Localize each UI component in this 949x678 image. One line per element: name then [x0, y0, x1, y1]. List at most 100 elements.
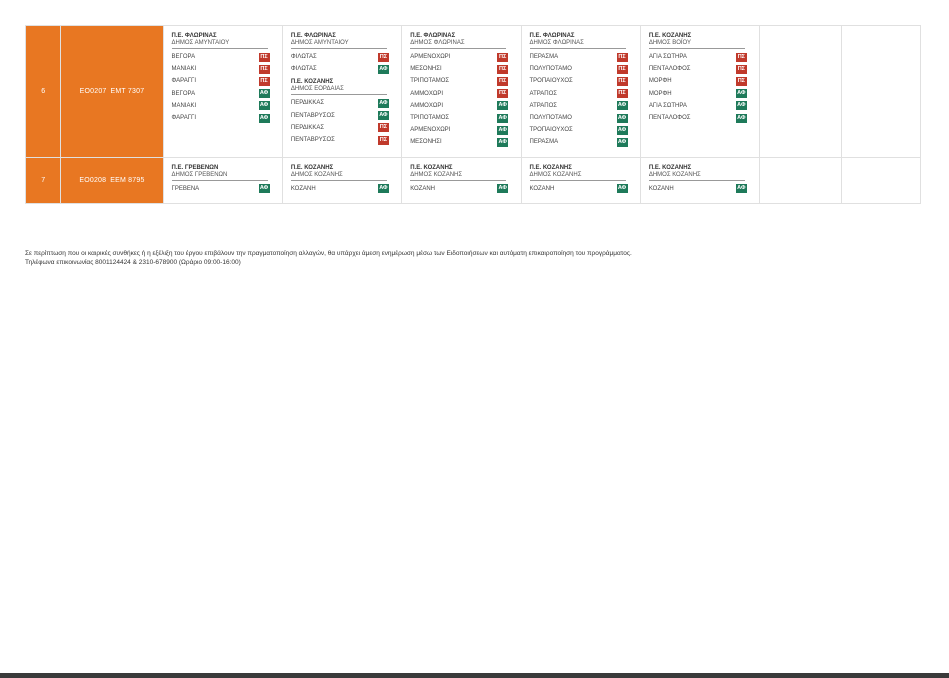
stop-item: ΑΤΡΑΠΟΣ ΠΣ [530, 88, 628, 100]
empty-cell [759, 156, 843, 204]
dropoff-badge: ΑΦ [497, 101, 509, 111]
stop-group: Π.Ε. ΦΛΩΡΙΝΑΣ ΔΗΜΟΣ ΦΛΩΡΙΝΑΣ ΑΡΜΕΝΟΧΩΡΙ ΠΣ Μ… [410, 33, 517, 149]
stop-name: ΠΕΡΔΙΚΚΑΣ [290, 100, 325, 107]
stop-item: ΒΕΓΟΡΑ ΑΦ [172, 88, 270, 100]
stop-item: ΦΙΛΩΤΑΣ ΠΣ [291, 51, 389, 63]
stop-item: ΜΕΣΟΝΗΣΙ ΠΣ [410, 63, 509, 75]
pickup-badge: ΠΣ [497, 64, 509, 74]
stop-item: ΠΟΛΥΠΟΤΑΜΟ ΑΦ [530, 112, 628, 124]
stops-cell: Π.Ε. ΦΛΩΡΙΝΑΣ ΔΗΜΟΣ ΑΜΥΝΤΑΙΟΥ ΦΙΛΩΤΑΣ ΠΣ ΦΙΛ… [281, 25, 403, 158]
pickup-badge: ΠΣ [258, 76, 270, 86]
stop-item: ΒΕΓΟΡΑ ΠΣ [172, 51, 270, 63]
stop-item: ΚΟΖΑΝΗ ΑΦ [410, 183, 509, 195]
dropoff-badge: ΑΦ [735, 89, 747, 99]
municipality-label: ΔΗΜΟΣ ΑΜΥΝΤΑΙΟΥ [171, 40, 268, 49]
municipality-label: ΔΗΜΟΣ ΚΟΖΑΝΗΣ [529, 172, 626, 181]
notice-line-2: Τηλέφωνα επικοινωνίας 8001124424 & 2310-… [25, 259, 241, 266]
vehicle-code: ΕΟ0208 [79, 176, 107, 184]
pickup-badge: ΠΣ [497, 76, 509, 86]
municipality-label: ΔΗΜΟΣ ΓΡΕΒΕΝΩΝ [171, 172, 268, 181]
dropoff-badge: ΑΦ [258, 113, 270, 123]
row-number: 6 [24, 25, 62, 158]
stop-item: ΠΕΡΑΣΜΑ ΠΣ [530, 51, 628, 63]
stop-group: Π.Ε. ΦΛΩΡΙΝΑΣ ΔΗΜΟΣ ΑΜΥΝΤΑΙΟΥ ΦΙΛΩΤΑΣ ΠΣ ΦΙΛ… [290, 33, 398, 75]
stops-cell: Π.Ε. ΦΛΩΡΙΝΑΣ ΔΗΜΟΣ ΑΜΥΝΤΑΙΟΥ ΒΕΓΟΡΑ ΠΣ ΜΑΝΙ… [162, 25, 283, 158]
dropoff-badge: ΑΦ [616, 137, 628, 147]
vehicle-plate: ΕΕΜ 8795 [110, 176, 145, 184]
dropoff-badge: ΑΦ [735, 101, 747, 111]
stop-name: ΑΓΙΑ ΣΩΤΗΡΑ [648, 54, 687, 61]
pickup-badge: ΠΣ [258, 64, 270, 74]
dropoff-badge: ΑΦ [735, 184, 747, 194]
region-label: Π.Ε. ΦΛΩΡΙΝΑΣ [529, 33, 575, 39]
dropoff-badge: ΑΦ [616, 113, 628, 123]
empty-cell [841, 25, 921, 158]
stop-name: ΠΟΛΥΠΟΤΑΜΟ [529, 66, 572, 73]
pickup-badge: ΠΣ [735, 76, 747, 86]
stop-name: ΠΕΡΔΙΚΚΑΣ [290, 124, 325, 131]
region-label: Π.Ε. ΚΟΖΑΝΗΣ [290, 79, 334, 86]
stop-item: ΚΟΖΑΝΗ ΑΦ [649, 183, 747, 195]
stop-name: ΑΓΙΑ ΣΩΤΗΡΑ [648, 102, 687, 109]
stop-item: ΠΕΡΔΙΚΚΑΣ ΑΦ [291, 97, 389, 109]
stop-name: ΠΕΡΑΣΜΑ [529, 139, 559, 146]
stop-name: ΜΟΡΦΗ [648, 78, 672, 85]
dropoff-badge: ΑΦ [377, 111, 389, 121]
stop-name: ΤΡΟΠΑΙΟΥΧΟΣ [529, 78, 573, 85]
table-row: 6 ΕΟ0207 ΕΜΤ 7307 Π.Ε. ΦΛΩΡΙΝΑΣ ΔΗΜΟΣ ΑΜΥΝΤΑ… [24, 25, 921, 158]
vehicle-cell: ΕΟ0208 ΕΕΜ 8795 [60, 156, 164, 204]
municipality-label: ΔΗΜΟΣ ΦΛΩΡΙΝΑΣ [410, 40, 507, 49]
stops-cell: Π.Ε. ΚΟΖΑΝΗΣ ΔΗΜΟΣ ΚΟΖΑΝΗΣ ΚΟΖΑΝΗ ΑΦ [401, 156, 522, 204]
stop-group: Π.Ε. ΦΛΩΡΙΝΑΣ ΔΗΜΟΣ ΑΜΥΝΤΑΙΟΥ ΒΕΓΟΡΑ ΠΣ ΜΑΝΙ… [171, 33, 279, 124]
region-label: Π.Ε. ΚΟΖΑΝΗΣ [648, 33, 692, 39]
stop-item: ΦΙΛΩΤΑΣ ΑΦ [291, 63, 389, 75]
stop-group: Π.Ε. ΚΟΖΑΝΗΣ ΔΗΜΟΣ ΚΟΖΑΝΗΣ ΚΟΖΑΝΗ ΑΦ [410, 165, 517, 195]
stops-cell: Π.Ε. ΦΛΩΡΙΝΑΣ ΔΗΜΟΣ ΦΛΩΡΙΝΑΣ ΠΕΡΑΣΜΑ ΠΣ ΠΟΛΥ… [520, 25, 641, 158]
stop-name: ΦΑΡΑΓΓΙ [171, 115, 196, 122]
municipality-label: ΔΗΜΟΣ ΚΟΖΑΝΗΣ [290, 172, 387, 181]
stop-name: ΑΜΜΟΧΩΡΙ [410, 102, 444, 109]
pickup-badge: ΠΣ [258, 52, 270, 62]
stop-group: Π.Ε. ΚΟΖΑΝΗΣ ΔΗΜΟΣ ΒΟΪΟΥ ΑΓΙΑ ΣΩΤΗΡΑ ΠΣ ΠΕΝΤ… [648, 33, 756, 124]
notice: Σε περίπτωση που οι καιρικές συνθήκες ή … [25, 249, 632, 267]
region-label: Π.Ε. ΚΟΖΑΝΗΣ [410, 164, 453, 171]
stop-item: ΠΟΛΥΠΟΤΑΜΟ ΠΣ [530, 63, 628, 75]
stop-item: ΤΡΟΠΑΙΟΥΧΟΣ ΠΣ [530, 75, 628, 87]
stop-group: Π.Ε. ΦΛΩΡΙΝΑΣ ΔΗΜΟΣ ΦΛΩΡΙΝΑΣ ΠΕΡΑΣΜΑ ΠΣ ΠΟΛΥ… [529, 33, 637, 149]
stop-name: ΦΑΡΑΓΓΙ [171, 78, 196, 85]
stop-item: ΠΕΡΑΣΜΑ ΑΦ [530, 136, 628, 148]
stop-name: ΠΕΝΤΑΛΟΦΟΣ [648, 66, 691, 73]
stop-name: ΜΟΡΦΗ [648, 90, 672, 97]
municipality-label: ΔΗΜΟΣ ΚΟΖΑΝΗΣ [648, 172, 745, 181]
stop-item: ΠΕΝΤΑΒΡΥΣΟΣ ΑΦ [291, 110, 389, 122]
municipality-label: ΔΗΜΟΣ ΒΟΪΟΥ [648, 40, 745, 49]
stops-cell: Π.Ε. ΦΛΩΡΙΝΑΣ ΔΗΜΟΣ ΦΛΩΡΙΝΑΣ ΑΡΜΕΝΟΧΩΡΙ ΠΣ Μ… [401, 25, 522, 158]
dropoff-badge: ΑΦ [497, 137, 509, 147]
stops-cell: Π.Ε. ΚΟΖΑΝΗΣ ΔΗΜΟΣ ΒΟΪΟΥ ΑΓΙΑ ΣΩΤΗΡΑ ΠΣ ΠΕΝΤ… [639, 25, 761, 158]
stop-name: ΠΕΝΤΑΒΡΥΣΟΣ [290, 137, 335, 144]
stop-group: Π.Ε. ΚΟΖΑΝΗΣ ΔΗΜΟΣ ΚΟΖΑΝΗΣ ΚΟΖΑΝΗ ΑΦ [529, 165, 637, 195]
vehicle-code: ΕΟ0207 [79, 87, 107, 95]
dropoff-badge: ΑΦ [377, 64, 389, 74]
stop-item: ΑΓΙΑ ΣΩΤΗΡΑ ΑΦ [649, 100, 747, 112]
pickup-badge: ΠΣ [735, 52, 747, 62]
notice-line-1: Σε περίπτωση που οι καιρικές συνθήκες ή … [25, 250, 632, 257]
stop-item: ΑΜΜΟΧΩΡΙ ΠΣ [410, 88, 509, 100]
schedule-table-body: 6 ΕΟ0207 ΕΜΤ 7307 Π.Ε. ΦΛΩΡΙΝΑΣ ΔΗΜΟΣ ΑΜΥΝΤΑ… [24, 25, 921, 204]
pickup-badge: ΠΣ [377, 123, 389, 133]
stop-item: ΚΟΖΑΝΗ ΑΦ [291, 183, 389, 195]
region-label: Π.Ε. ΦΛΩΡΙΝΑΣ [410, 33, 456, 39]
stop-name: ΜΑΝΙΑΚΙ [171, 66, 197, 73]
region-label: Π.Ε. ΚΟΖΑΝΗΣ [648, 164, 692, 171]
stop-name: ΤΡΙΠΟΤΑΜΟΣ [410, 115, 450, 122]
stop-name: ΤΡΟΠΑΙΟΥΧΟΣ [529, 127, 573, 134]
stop-name: ΑΡΜΕΝΟΧΩΡΙ [410, 54, 451, 61]
dropoff-badge: ΑΦ [497, 184, 509, 194]
stop-name: ΠΟΛΥΠΟΤΑΜΟ [529, 115, 572, 122]
stop-item: ΦΑΡΑΓΓΙ ΑΦ [172, 112, 270, 124]
stop-group: Π.Ε. ΚΟΖΑΝΗΣ ΔΗΜΟΣ ΚΟΖΑΝΗΣ ΚΟΖΑΝΗ ΑΦ [648, 164, 756, 195]
stop-name: ΠΕΝΤΑΛΟΦΟΣ [648, 115, 691, 122]
stop-name: ΚΟΖΑΝΗ [648, 185, 674, 192]
stop-item: ΜΑΝΙΑΚΙ ΠΣ [172, 63, 270, 75]
stop-name: ΜΑΝΙΑΚΙ [171, 102, 197, 109]
